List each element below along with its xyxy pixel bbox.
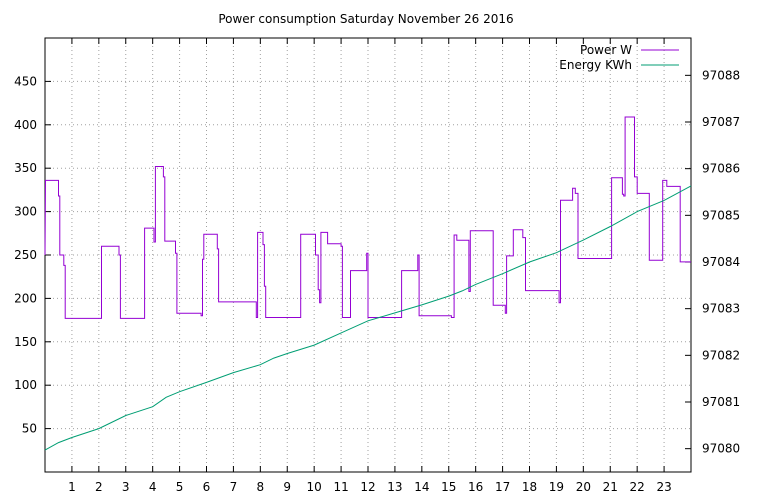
- x-tick-label: 10: [307, 480, 322, 494]
- y-tick-label: 400: [14, 118, 37, 132]
- x-tick-label: 6: [203, 480, 211, 494]
- y-tick-label: 150: [14, 335, 37, 349]
- y-tick-label: 300: [14, 205, 37, 219]
- y2-tick-label: 97088: [702, 68, 740, 82]
- y2-tick-label: 97085: [702, 208, 740, 222]
- x-tick-label: 16: [468, 480, 483, 494]
- series-layer: [44, 116, 692, 451]
- y-tick-label: 450: [14, 74, 37, 88]
- y2-tick-label: 97081: [702, 395, 740, 409]
- y-tick-label: 350: [14, 161, 37, 175]
- x-tick-label: 18: [522, 480, 537, 494]
- x-tick-label: 19: [549, 480, 564, 494]
- axis-ticks: 1 2 3 4 5 6 7 8 9 10 11 12 13 14 15 16 17 18 19 20 21 22 23501…: [14, 38, 740, 494]
- x-tick-label: 3: [122, 480, 130, 494]
- series-line-power: [44, 116, 691, 319]
- x-tick-label: 22: [630, 480, 645, 494]
- x-tick-label: 1: [68, 480, 76, 494]
- x-tick-label: 4: [149, 480, 157, 494]
- chart-title: Power consumption Saturday November 26 2…: [218, 12, 513, 26]
- x-tick-label: 11: [333, 480, 348, 494]
- grid-lines: [45, 38, 691, 472]
- y2-tick-label: 97082: [702, 348, 740, 362]
- legend: Power W Energy KWh: [559, 43, 679, 72]
- x-tick-label: 5: [176, 480, 184, 494]
- x-tick-label: 15: [441, 480, 456, 494]
- y2-tick-label: 97083: [702, 302, 740, 316]
- x-tick-label: 2: [95, 480, 103, 494]
- x-tick-label: 8: [257, 480, 265, 494]
- legend-label-power: Power W: [580, 43, 632, 57]
- y2-tick-label: 97084: [702, 255, 740, 269]
- y-tick-label: 50: [22, 422, 37, 436]
- y2-tick-label: 97086: [702, 162, 740, 176]
- x-tick-label: 17: [495, 480, 510, 494]
- y-tick-label: 100: [14, 378, 37, 392]
- x-tick-label: 20: [576, 480, 591, 494]
- y2-tick-label: 97087: [702, 115, 740, 129]
- series-line-energy: [44, 185, 692, 451]
- x-tick-label: 21: [603, 480, 618, 494]
- legend-label-energy: Energy KWh: [559, 58, 632, 72]
- x-tick-label: 14: [414, 480, 429, 494]
- x-tick-label: 23: [656, 480, 671, 494]
- y2-tick-label: 97080: [702, 442, 740, 456]
- x-tick-label: 7: [230, 480, 238, 494]
- y-tick-label: 200: [14, 291, 37, 305]
- y-tick-label: 250: [14, 248, 37, 262]
- x-tick-label: 9: [283, 480, 291, 494]
- x-tick-label: 12: [360, 480, 375, 494]
- x-tick-label: 13: [387, 480, 402, 494]
